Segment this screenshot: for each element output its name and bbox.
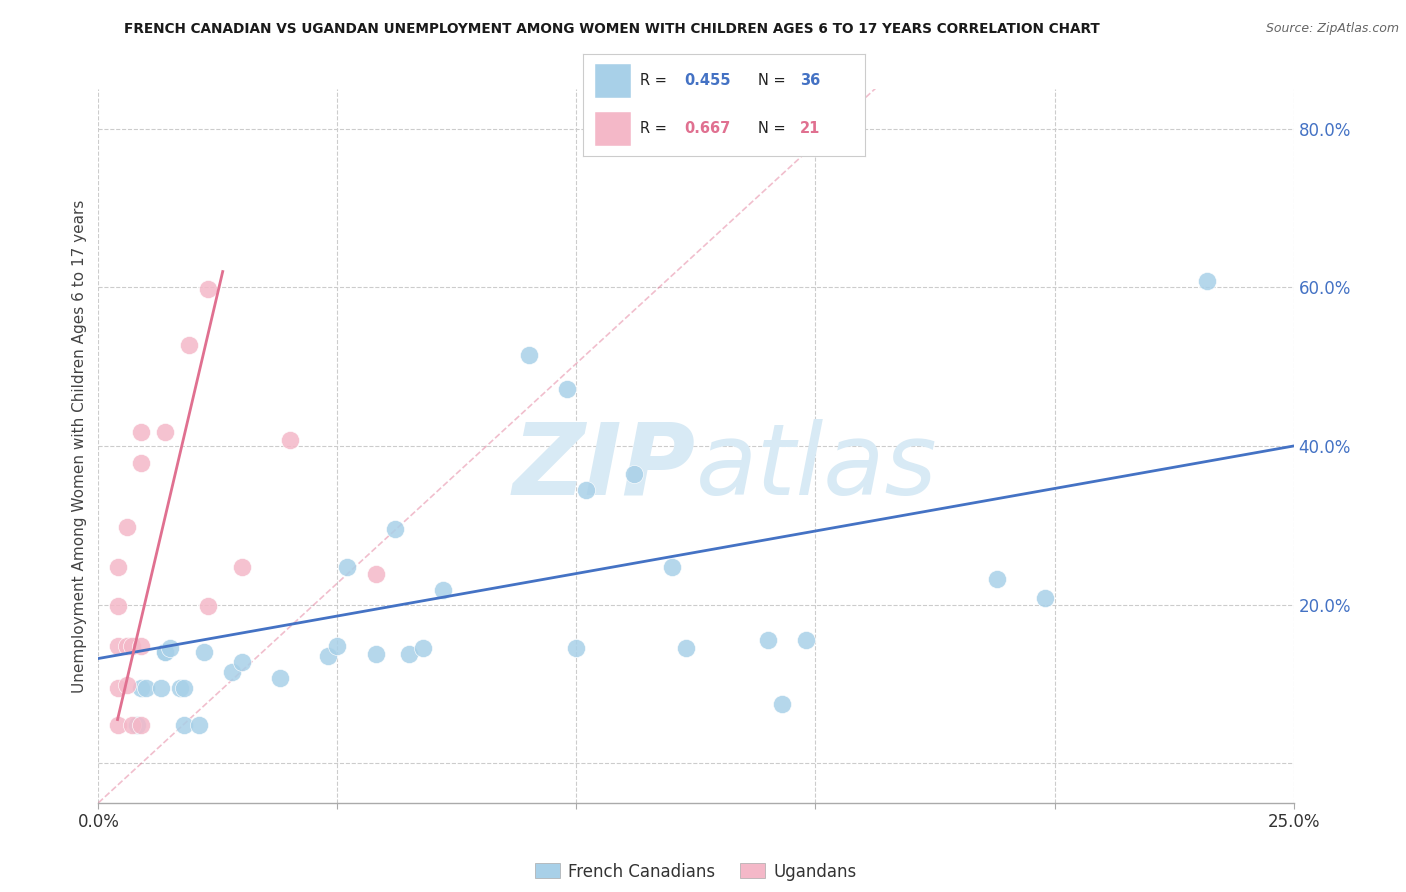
Point	[565, 641, 588, 656]
Point	[231, 559, 253, 574]
Point	[173, 718, 195, 732]
Text: 0.455: 0.455	[685, 72, 731, 87]
Text: N =: N =	[758, 72, 790, 87]
Point	[159, 641, 181, 656]
Point	[384, 522, 406, 536]
Text: N =: N =	[758, 121, 790, 136]
Text: 36: 36	[800, 72, 820, 87]
Point	[555, 382, 578, 396]
Point	[336, 559, 359, 574]
Point	[432, 583, 454, 598]
Point	[221, 665, 243, 679]
Text: 21: 21	[800, 121, 820, 136]
Text: R =: R =	[640, 72, 671, 87]
Point	[107, 718, 129, 732]
Point	[155, 425, 177, 439]
Point	[794, 633, 817, 648]
Point	[756, 633, 779, 648]
Point	[149, 681, 172, 695]
Point	[131, 718, 153, 732]
Legend: French Canadians, Ugandans: French Canadians, Ugandans	[529, 856, 863, 888]
Point	[131, 639, 153, 653]
Bar	[595, 112, 631, 145]
Point	[107, 681, 129, 695]
Point	[131, 425, 153, 439]
Point	[623, 467, 645, 481]
Point	[398, 647, 420, 661]
Point	[1033, 591, 1056, 606]
Point	[193, 645, 215, 659]
Y-axis label: Unemployment Among Women with Children Ages 6 to 17 years: Unemployment Among Women with Children A…	[72, 199, 87, 693]
Point	[986, 572, 1008, 586]
Point	[121, 639, 143, 653]
Point	[131, 457, 153, 471]
Point	[326, 639, 349, 653]
Point	[231, 655, 253, 669]
Point	[575, 483, 598, 497]
Point	[121, 718, 143, 732]
Point	[135, 681, 157, 695]
Point	[169, 681, 191, 695]
Point	[1197, 274, 1219, 288]
Point	[107, 599, 129, 614]
Point	[364, 567, 387, 582]
Point	[115, 678, 138, 692]
Point	[364, 647, 387, 661]
Point	[155, 645, 177, 659]
Point	[269, 671, 291, 685]
Point	[187, 718, 209, 732]
Point	[675, 641, 697, 656]
Point	[412, 641, 434, 656]
Point	[173, 681, 195, 695]
Point	[107, 639, 129, 653]
Text: R =: R =	[640, 121, 671, 136]
Point	[107, 559, 129, 574]
Text: Source: ZipAtlas.com: Source: ZipAtlas.com	[1265, 22, 1399, 36]
Text: 0.667: 0.667	[685, 121, 731, 136]
Point	[131, 681, 153, 695]
Point	[197, 282, 219, 296]
Point	[179, 337, 201, 351]
Point	[115, 639, 138, 653]
Point	[155, 645, 177, 659]
Point	[115, 520, 138, 534]
Text: FRENCH CANADIAN VS UGANDAN UNEMPLOYMENT AMONG WOMEN WITH CHILDREN AGES 6 TO 17 Y: FRENCH CANADIAN VS UGANDAN UNEMPLOYMENT …	[124, 22, 1099, 37]
Point	[316, 649, 339, 664]
Text: ZIP: ZIP	[513, 419, 696, 516]
Point	[770, 697, 793, 711]
Point	[661, 559, 683, 574]
Bar	[595, 64, 631, 97]
Point	[517, 348, 540, 362]
Point	[125, 718, 148, 732]
Point	[278, 433, 301, 447]
Text: atlas: atlas	[696, 419, 938, 516]
Point	[197, 599, 219, 614]
